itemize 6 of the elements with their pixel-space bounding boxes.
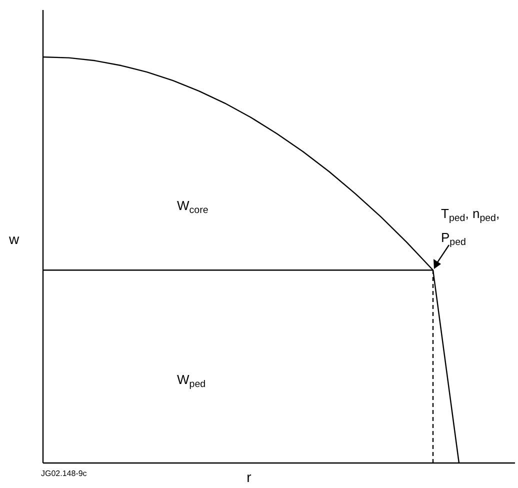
text: T$_{ped}$, n$_{ped}$, P$_{ped}$ xyxy=(441,206,500,248)
text: JG02.148-9c xyxy=(41,469,87,478)
y-axis-title: w xyxy=(8,231,20,247)
annotation: W$_{ped}$ xyxy=(177,372,206,390)
x-axis-title: r xyxy=(246,469,252,485)
annotation: W$_{core}$ xyxy=(177,198,208,216)
